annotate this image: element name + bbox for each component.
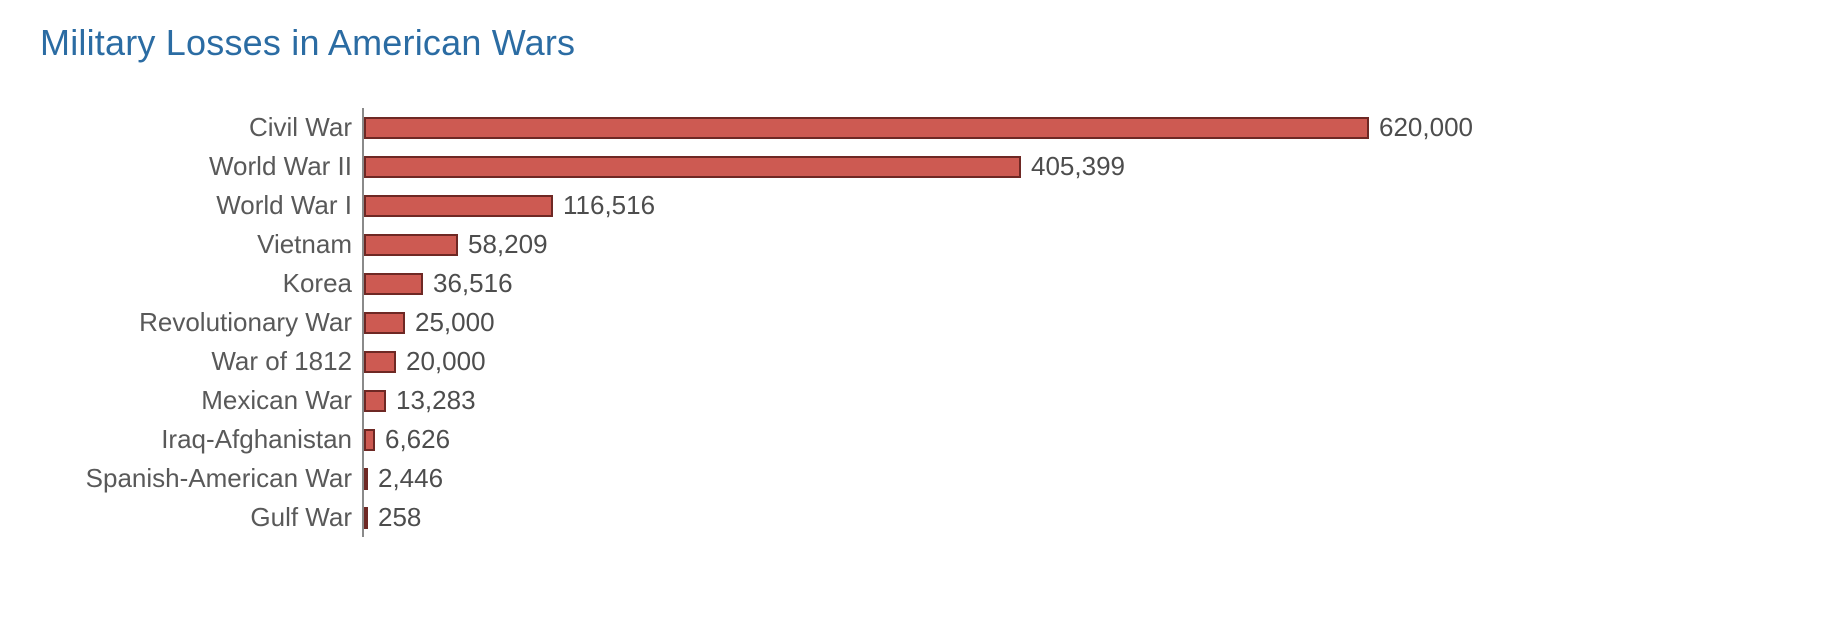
value-label: 2,446: [378, 463, 444, 493]
category-label: Revolutionary War: [139, 307, 352, 337]
bar-chart: Civil War 620,000 World War II 405,399 World…: [0, 108, 1826, 537]
bar: [364, 311, 405, 334]
plot-area: 2,446: [362, 459, 1826, 498]
category-label: World War II: [208, 151, 352, 181]
chart-row: Revolutionary War 25,000: [0, 303, 1826, 342]
plot-area: 6,626: [362, 420, 1826, 459]
bar: [364, 350, 396, 373]
value-label: 20,000: [406, 346, 486, 376]
chart-row: Spanish-American War 2,446: [0, 459, 1826, 498]
plot-area: 36,516: [362, 264, 1826, 303]
category-label: Vietnam: [257, 229, 352, 259]
plot-area: 58,209: [362, 225, 1826, 264]
chart-row: Civil War 620,000: [0, 108, 1826, 147]
value-label: 6,626: [385, 424, 451, 454]
category-label: Mexican War: [201, 385, 352, 415]
bar: [364, 116, 1369, 139]
bar: [364, 155, 1021, 178]
chart-row: Korea 36,516: [0, 264, 1826, 303]
value-label: 58,209: [468, 229, 548, 259]
value-label: 25,000: [415, 307, 495, 337]
category-label: Spanish-American War: [85, 463, 352, 493]
bar: [364, 428, 375, 451]
category-label: World War I: [216, 190, 352, 220]
bar: [364, 233, 458, 256]
plot-area: 620,000: [362, 108, 1826, 147]
chart-row: World War I 116,516: [0, 186, 1826, 225]
category-label: Iraq-Afghanistan: [161, 424, 352, 454]
chart-row: World War II 405,399: [0, 147, 1826, 186]
value-label: 116,516: [563, 190, 656, 220]
plot-area: 405,399: [362, 147, 1826, 186]
value-label: 620,000: [1379, 112, 1473, 142]
value-label: 36,516: [433, 268, 513, 298]
chart-title: Military Losses in American Wars: [40, 22, 576, 63]
chart-row: Mexican War 13,283: [0, 381, 1826, 420]
category-label: Gulf War: [250, 502, 352, 532]
value-label: 405,399: [1031, 151, 1125, 181]
chart-row: Gulf War 258: [0, 498, 1826, 537]
bar: [364, 272, 423, 295]
category-label: War of 1812: [211, 346, 352, 376]
chart-row: War of 1812 20,000: [0, 342, 1826, 381]
value-label: 13,283: [396, 385, 476, 415]
category-label: Civil War: [248, 112, 352, 142]
bar: [364, 467, 368, 490]
value-label: 258: [378, 502, 422, 532]
bar: [364, 194, 553, 217]
plot-area: 258: [362, 498, 1826, 537]
plot-area: 13,283: [362, 381, 1826, 420]
plot-area: 116,516: [362, 186, 1826, 225]
plot-area: 20,000: [362, 342, 1826, 381]
chart-row: Vietnam 58,209: [0, 225, 1826, 264]
chart-row: Iraq-Afghanistan 6,626: [0, 420, 1826, 459]
bar: [364, 389, 386, 412]
category-label: Korea: [282, 268, 352, 298]
bar: [364, 506, 368, 529]
plot-area: 25,000: [362, 303, 1826, 342]
